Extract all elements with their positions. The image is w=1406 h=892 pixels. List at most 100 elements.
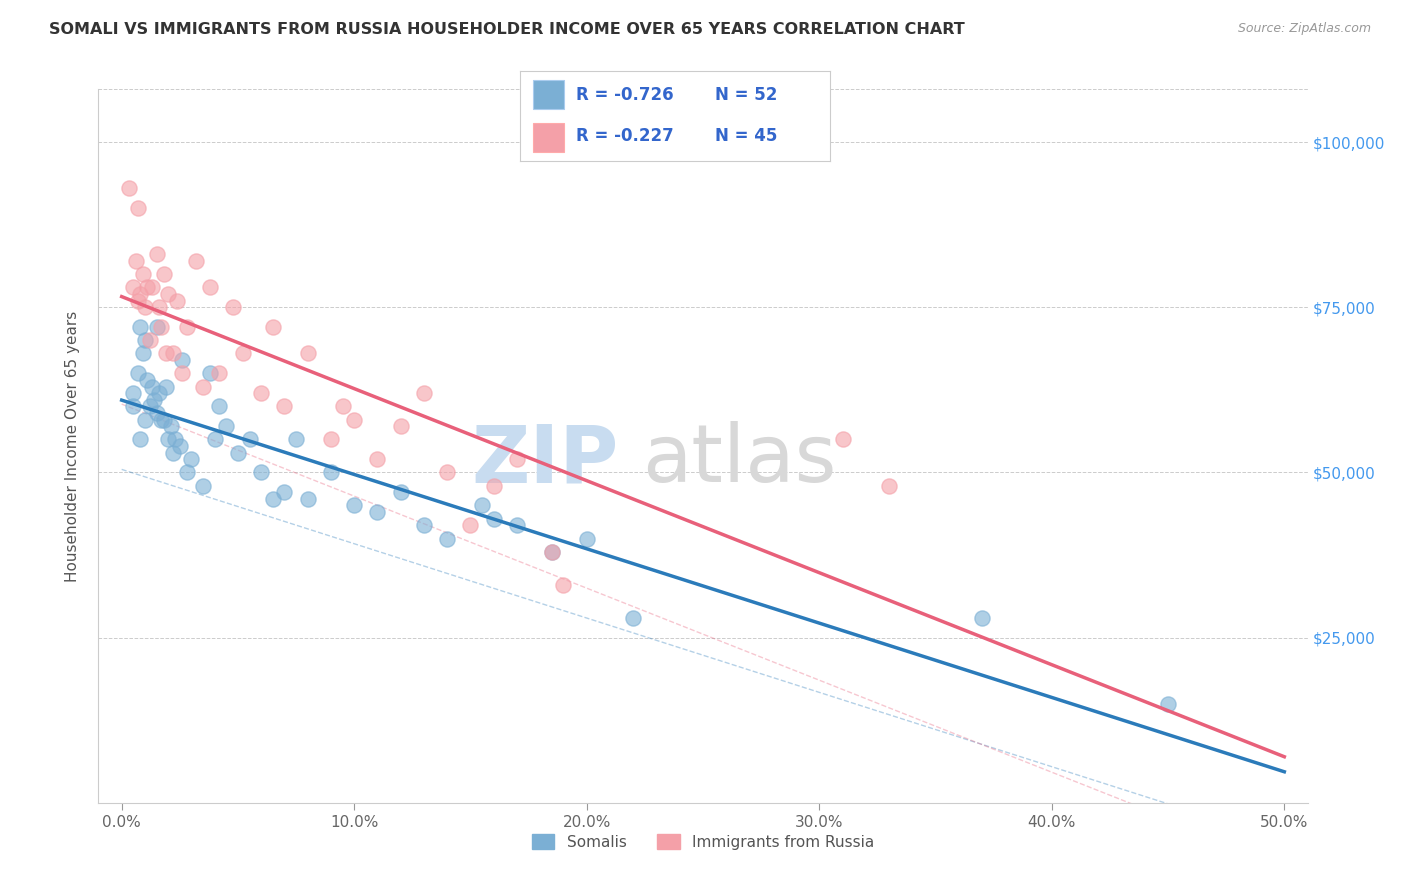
Point bbox=[198, 367, 221, 381]
Point bbox=[124, 254, 146, 268]
Point bbox=[273, 400, 295, 414]
Point bbox=[436, 466, 458, 480]
Legend: Somalis, Immigrants from Russia: Somalis, Immigrants from Russia bbox=[526, 828, 880, 855]
Bar bbox=[533, 80, 564, 109]
Point bbox=[152, 267, 174, 281]
Point bbox=[131, 267, 153, 281]
Text: N = 45: N = 45 bbox=[716, 127, 778, 145]
Text: R = -0.726: R = -0.726 bbox=[576, 87, 673, 104]
Point bbox=[970, 611, 993, 625]
Point bbox=[176, 466, 198, 480]
Point bbox=[273, 485, 295, 500]
Point bbox=[162, 445, 184, 459]
Text: N = 52: N = 52 bbox=[716, 87, 778, 104]
Point bbox=[134, 412, 156, 426]
Point bbox=[134, 300, 156, 314]
Point bbox=[575, 532, 598, 546]
Point bbox=[157, 433, 180, 447]
Point bbox=[250, 466, 273, 480]
Point bbox=[129, 433, 152, 447]
Point bbox=[172, 367, 194, 381]
Point bbox=[138, 333, 160, 347]
Point bbox=[169, 439, 191, 453]
Text: R = -0.227: R = -0.227 bbox=[576, 127, 673, 145]
Point bbox=[152, 412, 174, 426]
Point bbox=[208, 367, 231, 381]
Bar bbox=[533, 123, 564, 152]
Point bbox=[389, 419, 412, 434]
Point bbox=[232, 346, 254, 360]
Point bbox=[136, 373, 159, 387]
Point bbox=[215, 419, 238, 434]
Point bbox=[122, 280, 145, 294]
Point bbox=[239, 433, 262, 447]
Point bbox=[141, 280, 163, 294]
Point bbox=[436, 532, 458, 546]
Point bbox=[343, 499, 366, 513]
Point bbox=[226, 445, 249, 459]
Point bbox=[127, 367, 149, 381]
Point bbox=[166, 293, 188, 308]
Point bbox=[145, 247, 167, 261]
Point bbox=[165, 433, 187, 447]
Point bbox=[413, 518, 436, 533]
Text: ZIP: ZIP bbox=[471, 421, 619, 500]
Point bbox=[131, 346, 153, 360]
Point bbox=[506, 452, 529, 467]
Point bbox=[148, 300, 170, 314]
Point bbox=[155, 379, 177, 393]
Point bbox=[159, 419, 181, 434]
Point bbox=[285, 433, 308, 447]
Point bbox=[204, 433, 226, 447]
Point bbox=[319, 466, 342, 480]
Point bbox=[155, 346, 177, 360]
Point bbox=[118, 181, 141, 195]
Text: SOMALI VS IMMIGRANTS FROM RUSSIA HOUSEHOLDER INCOME OVER 65 YEARS CORRELATION CH: SOMALI VS IMMIGRANTS FROM RUSSIA HOUSEHO… bbox=[49, 22, 965, 37]
Point bbox=[180, 452, 202, 467]
Point bbox=[141, 379, 163, 393]
Text: atlas: atlas bbox=[643, 421, 837, 500]
Point bbox=[332, 400, 354, 414]
Point bbox=[343, 412, 366, 426]
Point bbox=[1157, 697, 1180, 711]
Point bbox=[621, 611, 644, 625]
Point bbox=[129, 320, 152, 334]
Point bbox=[262, 320, 284, 334]
Y-axis label: Householder Income Over 65 years: Householder Income Over 65 years bbox=[65, 310, 80, 582]
Point bbox=[366, 452, 388, 467]
Point bbox=[129, 287, 152, 301]
Point bbox=[148, 386, 170, 401]
Point bbox=[176, 320, 198, 334]
Point bbox=[553, 578, 575, 592]
Point bbox=[145, 406, 167, 420]
Point bbox=[250, 386, 273, 401]
Point bbox=[297, 491, 319, 506]
Point bbox=[482, 478, 505, 492]
Point bbox=[506, 518, 529, 533]
Point bbox=[366, 505, 388, 519]
Point bbox=[191, 379, 214, 393]
Point bbox=[471, 499, 494, 513]
Point bbox=[540, 545, 562, 559]
Point bbox=[319, 433, 342, 447]
Point bbox=[389, 485, 412, 500]
Point bbox=[127, 201, 149, 215]
Point bbox=[157, 287, 180, 301]
Point bbox=[540, 545, 562, 559]
Point bbox=[143, 392, 166, 407]
Point bbox=[184, 254, 207, 268]
Point bbox=[831, 433, 853, 447]
Point bbox=[460, 518, 482, 533]
Point bbox=[191, 478, 214, 492]
Point bbox=[145, 320, 167, 334]
Point bbox=[877, 478, 900, 492]
Point bbox=[150, 412, 173, 426]
Point bbox=[134, 333, 156, 347]
Point bbox=[262, 491, 284, 506]
Point bbox=[208, 400, 231, 414]
Point bbox=[162, 346, 184, 360]
Point bbox=[122, 386, 145, 401]
Text: Source: ZipAtlas.com: Source: ZipAtlas.com bbox=[1237, 22, 1371, 36]
Point bbox=[222, 300, 245, 314]
Point bbox=[413, 386, 436, 401]
